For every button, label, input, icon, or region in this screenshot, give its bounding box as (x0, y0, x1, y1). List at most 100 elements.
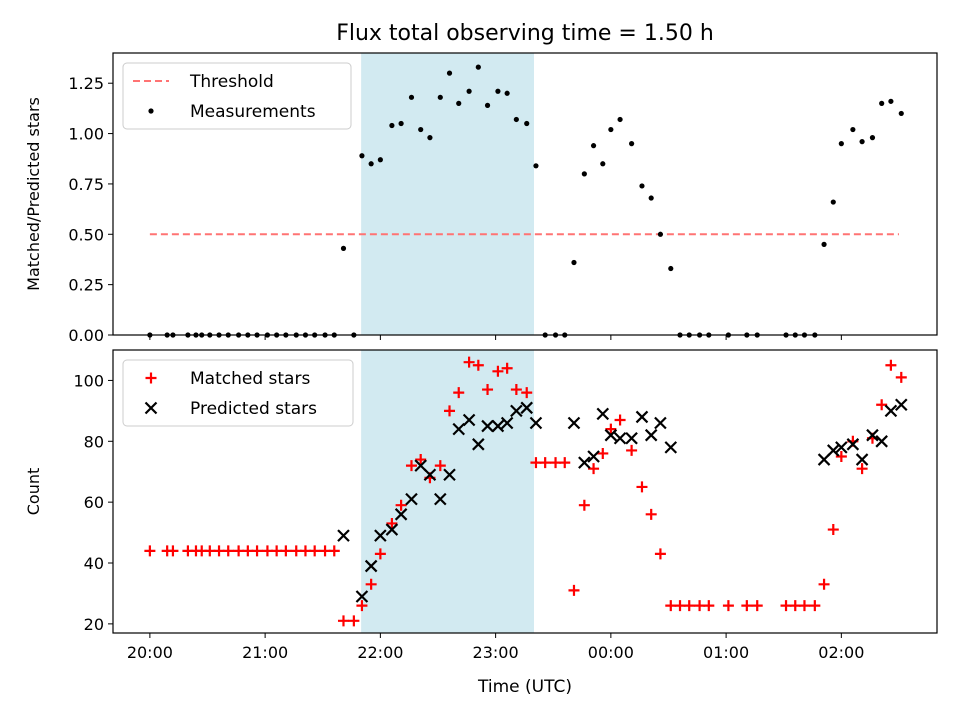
y-tick-label: 0.00 (68, 326, 104, 345)
measurement-point (639, 183, 645, 189)
matched-star-point (319, 545, 331, 557)
predicted-star-point (355, 590, 369, 603)
measurement-point (389, 122, 395, 129)
y-tick-label: 20 (84, 615, 104, 634)
matched-star-point (588, 463, 600, 475)
measurement-point (418, 126, 424, 133)
matched-star-point (703, 600, 715, 612)
matched-star-point (251, 545, 263, 557)
measurement-point (359, 153, 365, 159)
predicted-star-point (385, 523, 399, 536)
matched-star-point (222, 545, 234, 557)
matched-star-point (415, 454, 427, 466)
predicted-star-point (596, 407, 610, 421)
measurement-point (495, 88, 501, 94)
measurement-point (668, 265, 674, 272)
matched-star-point (809, 600, 821, 612)
predicted-star-point (654, 416, 667, 430)
matched-star-point (895, 371, 907, 383)
matched-star-point (751, 600, 763, 612)
matched-star-point (683, 600, 695, 612)
series-measurements (147, 64, 904, 338)
axes-frame (112, 349, 938, 634)
matched-star-point (626, 444, 638, 456)
measurement-point (657, 231, 664, 237)
x-tick-label: 00:00 (588, 643, 634, 662)
measurement-point (859, 139, 865, 145)
legend-swatch (148, 108, 154, 114)
measurement-point (617, 116, 623, 123)
predicted-star-point (405, 492, 418, 506)
matched-star-point (356, 600, 368, 612)
measurement-point (377, 157, 383, 163)
predicted-star-point (364, 559, 378, 573)
legend-swatch (144, 401, 158, 415)
matched-star-point (694, 600, 706, 612)
matched-star-point (472, 359, 484, 371)
predicted-star-point (875, 435, 888, 448)
series-predicted-stars (337, 398, 908, 603)
matched-star-point (204, 545, 216, 557)
measurement-point (898, 110, 904, 117)
matched-star-point (597, 447, 609, 459)
matched-star-point (559, 457, 571, 469)
measurement-point (821, 241, 827, 247)
legend-label: Predicted stars (190, 399, 317, 419)
predicted-star-point (434, 492, 447, 506)
predicted-star-point (462, 413, 476, 427)
x-tick-label: 02:00 (818, 643, 864, 662)
y-tick-label: 0.25 (68, 276, 104, 295)
matched-star-point (835, 451, 847, 463)
measurement-point (888, 98, 894, 104)
measurement-point (590, 143, 597, 149)
predicted-star-point (337, 529, 350, 542)
predicted-star-point (414, 459, 427, 472)
measurement-point (513, 116, 519, 123)
matched-star-point (213, 545, 225, 557)
predicted-star-point (884, 404, 898, 418)
matched-star-point (482, 384, 494, 396)
measurement-point (437, 94, 443, 100)
predicted-star-point (664, 441, 678, 454)
matched-star-point (722, 600, 734, 612)
matched-star-point (261, 545, 273, 557)
matched-star-point (444, 405, 456, 417)
x-tick-label: 22:00 (357, 643, 403, 662)
x-tick-label: 23:00 (473, 643, 519, 662)
y-tick-label: 80 (84, 432, 104, 451)
measurement-point (368, 161, 374, 167)
matched-star-point (309, 545, 321, 557)
predicted-star-point (374, 529, 387, 542)
measurement-point (600, 161, 606, 167)
matched-star-point (337, 615, 349, 627)
observing-span-band (361, 350, 534, 633)
predicted-star-point (510, 404, 523, 418)
matched-star-point (242, 545, 254, 557)
matched-star-point (365, 578, 377, 590)
predicted-star-point (423, 468, 437, 482)
measurement-point (466, 88, 472, 94)
matched-star-point (645, 508, 657, 520)
predicted-star-point (567, 416, 581, 430)
predicted-star-point (635, 410, 649, 424)
observing-span-band (361, 53, 534, 335)
x-tick-label: 20:00 (127, 643, 173, 662)
predicted-star-point (472, 438, 485, 451)
matched-star-point (605, 423, 617, 435)
y-tick-label: 1.25 (68, 74, 104, 93)
matched-star-point (885, 359, 897, 371)
predicted-star-point (578, 456, 591, 469)
matched-star-point (614, 414, 626, 426)
predicted-star-point (866, 428, 879, 442)
predicted-star-point (827, 444, 840, 457)
predicted-star-point (587, 450, 600, 463)
matched-star-point (405, 460, 417, 472)
matched-star-point (876, 399, 888, 411)
matched-star-point (539, 457, 551, 469)
measurement-point (446, 70, 453, 76)
matched-star-point (568, 584, 580, 596)
series-matched-stars (144, 356, 907, 627)
x-tick-label: 21:00 (242, 643, 288, 662)
predicted-star-point (894, 398, 908, 412)
